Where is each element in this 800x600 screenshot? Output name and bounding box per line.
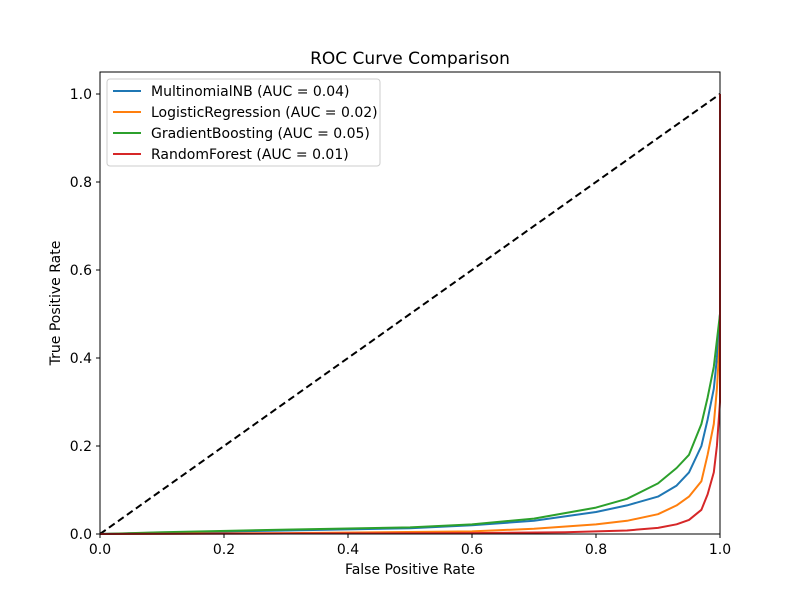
chart-title: ROC Curve Comparison xyxy=(310,49,510,69)
legend-box xyxy=(106,78,381,167)
plot-area xyxy=(99,93,721,535)
x-tick-label: 0.2 xyxy=(213,542,235,558)
y-axis-ticks: 0.0 0.2 0.4 0.6 0.8 1.0 xyxy=(70,87,100,543)
y-axis-label: True Positive Rate xyxy=(48,241,64,367)
legend-label-0: MultinomialNB (AUC = 0.04) xyxy=(151,84,350,100)
plot-frame xyxy=(99,71,721,535)
legend-label-2: GradientBoosting (AUC = 0.05) xyxy=(151,126,370,142)
x-tick-label: 1.0 xyxy=(709,542,731,558)
reference-diagonal-line xyxy=(99,93,721,535)
series-line-3 xyxy=(99,94,721,535)
y-tick-label: 0.2 xyxy=(70,439,92,455)
y-tick-label: 0.0 xyxy=(70,527,92,543)
series-line-1 xyxy=(99,94,721,535)
x-axis-label: False Positive Rate xyxy=(345,562,475,578)
legend: MultinomialNB (AUC = 0.04) LogisticRegres… xyxy=(106,78,381,167)
legend-label-1: LogisticRegression (AUC = 0.02) xyxy=(151,105,378,121)
legend-label-3: RandomForest (AUC = 0.01) xyxy=(151,147,349,163)
x-axis-ticks: 0.0 0.2 0.4 0.6 0.8 1.0 xyxy=(89,534,731,558)
y-tick-label: 0.4 xyxy=(70,351,92,367)
y-tick-label: 0.6 xyxy=(70,263,92,279)
x-tick-label: 0.4 xyxy=(337,542,359,558)
series-line-2 xyxy=(99,94,721,535)
x-tick-label: 0.0 xyxy=(89,542,111,558)
y-tick-label: 1.0 xyxy=(70,87,92,103)
y-tick-label: 0.8 xyxy=(70,175,92,191)
x-tick-label: 0.8 xyxy=(585,542,607,558)
x-tick-label: 0.6 xyxy=(461,542,483,558)
